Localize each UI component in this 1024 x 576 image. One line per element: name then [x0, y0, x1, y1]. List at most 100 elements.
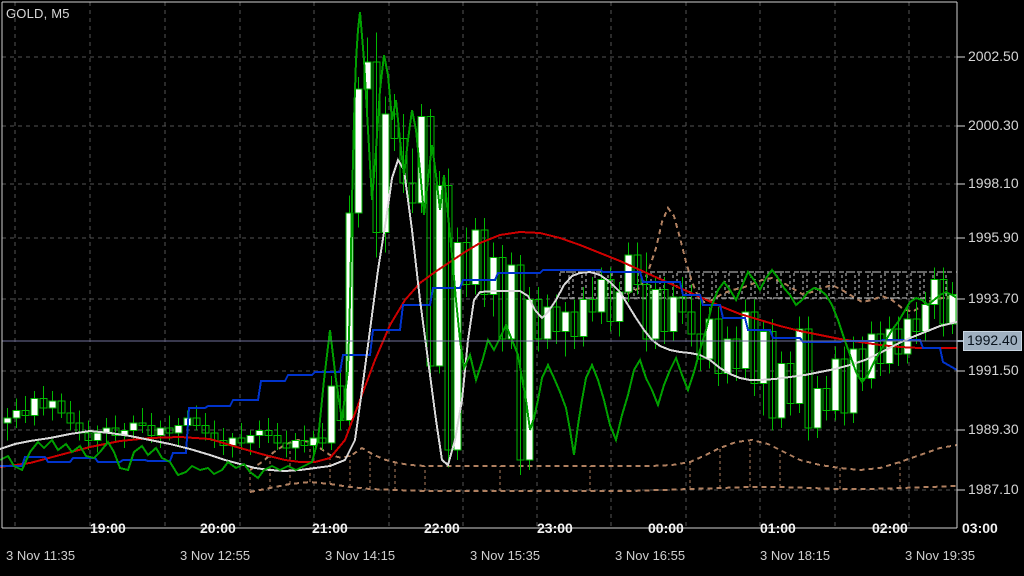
price-axis-label: 1989.30: [968, 421, 1019, 437]
candle-body-bullish: [471, 229, 480, 286]
channel-band-cell: [884, 271, 895, 299]
candle-body-bullish: [93, 432, 102, 441]
price-axis-label: 1995.90: [968, 229, 1019, 245]
channel-band-cell: [585, 271, 596, 299]
channel-band-cell: [715, 271, 726, 299]
candle-body-bullish: [795, 328, 804, 404]
time-axis-label: 22:00: [424, 520, 460, 536]
candle-body-bullish: [921, 303, 930, 333]
candle-body-bearish: [111, 427, 120, 436]
channel-band-cell: [754, 271, 765, 299]
channel-band-cell: [858, 271, 869, 299]
candle-body-bullish: [624, 254, 633, 293]
candle-body-bullish: [759, 331, 768, 384]
channel-band-cell: [559, 271, 570, 299]
oscillator-green: [0, 11, 958, 480]
candle-body-bullish: [561, 311, 570, 333]
candle-body-bullish: [48, 400, 57, 409]
candle-body-bearish: [714, 318, 723, 375]
candle-body-bearish: [876, 333, 885, 365]
candle-body-bullish: [3, 417, 12, 424]
candle-body-bullish: [12, 410, 21, 419]
candle-body-bullish: [579, 298, 588, 337]
time-axis-label: 00:00: [648, 520, 684, 536]
candle-body-bullish: [525, 298, 534, 461]
time-axis-label: 01:00: [760, 520, 796, 536]
candle-body-bullish: [543, 306, 552, 340]
candle-body-bullish: [327, 385, 336, 444]
channel-band-cell: [897, 271, 908, 299]
candle-body-bearish: [858, 348, 867, 380]
candle-body-bearish: [642, 284, 651, 340]
time-axis-label: 19:00: [90, 520, 126, 536]
candle-body-bearish: [201, 425, 210, 434]
symbol-timeframe-label: GOLD, M5: [6, 6, 70, 21]
date-axis-label: 3 Nov 12:55: [180, 548, 251, 563]
date-axis-label: 3 Nov 15:35: [470, 548, 541, 563]
channel-band-cell: [676, 271, 687, 299]
candle-body-bearish: [498, 256, 507, 340]
channel-band-cell: [923, 271, 934, 299]
candle-body-bearish: [57, 400, 66, 414]
candle-body-bearish: [606, 279, 615, 323]
candle-body-bullish: [831, 358, 840, 412]
candle-body-bullish: [777, 363, 786, 419]
candle-body-bearish: [570, 311, 579, 337]
candle-body-bullish: [597, 279, 606, 313]
candle-body-bullish: [129, 422, 138, 431]
candle-body-bearish: [678, 296, 687, 313]
candle-body-bearish: [147, 425, 156, 436]
candle-body-bearish: [192, 417, 201, 427]
candle-body-bullish: [156, 427, 165, 436]
candle-body-bullish: [30, 397, 39, 417]
channel-band: [559, 271, 957, 299]
candle-body-bullish: [651, 289, 660, 340]
candle-body-bearish: [696, 333, 705, 360]
date-axis-label: 3 Nov 18:15: [760, 548, 831, 563]
candle-body-bullish: [174, 425, 183, 434]
time-axis-label: 21:00: [312, 520, 348, 536]
candle-body-bullish: [435, 185, 444, 367]
candle-body-bearish: [399, 138, 408, 184]
channel-band-cell: [845, 271, 856, 299]
candle-body-bearish: [138, 422, 147, 427]
candlesticks[interactable]: [3, 32, 957, 475]
date-axis-label: 3 Nov 19:35: [905, 548, 976, 563]
time-axis-label: 20:00: [200, 520, 236, 536]
time-axis-label: 23:00: [537, 520, 573, 536]
channel-band-cell: [793, 271, 804, 299]
candle-body-bullish: [246, 434, 255, 444]
candle-body-bearish: [660, 289, 669, 333]
candle-body-bearish: [318, 437, 327, 444]
candle-body-bearish: [264, 429, 273, 436]
ma-red: [0, 230, 957, 468]
channel-band-cell: [689, 271, 700, 299]
channel-band-cell: [767, 271, 778, 299]
date-axis-label: 3 Nov 14:15: [325, 548, 396, 563]
candle-body-bullish: [669, 296, 678, 333]
candle-body-bullish: [813, 387, 822, 429]
candle-body-bearish: [21, 410, 30, 417]
ma-white: [0, 157, 958, 473]
price-axis-label: 2002.50: [968, 48, 1019, 64]
channel-band-cell: [871, 271, 882, 299]
candle-body-bearish: [84, 432, 93, 441]
candle-body-bullish: [849, 348, 858, 414]
candle-body-bearish: [426, 115, 435, 367]
time-axis-label: 02:00: [872, 520, 908, 536]
candle-body-bullish: [948, 293, 957, 325]
date-axis-label: 3 Nov 16:55: [615, 548, 686, 563]
indicator-series: [0, 11, 958, 480]
price-axis-label: 2000.30: [968, 117, 1019, 133]
candle-body-bearish: [462, 242, 471, 286]
candle-body-bearish: [39, 397, 48, 409]
candle-body-bearish: [912, 318, 921, 333]
candle-body-bearish: [408, 182, 417, 204]
channel-band-cell: [780, 271, 791, 299]
channel-band-cell: [572, 271, 583, 299]
price-axis-label: 1998.10: [968, 175, 1019, 191]
price-axis-label: 1993.70: [968, 290, 1019, 306]
candle-body-bearish: [282, 442, 291, 449]
